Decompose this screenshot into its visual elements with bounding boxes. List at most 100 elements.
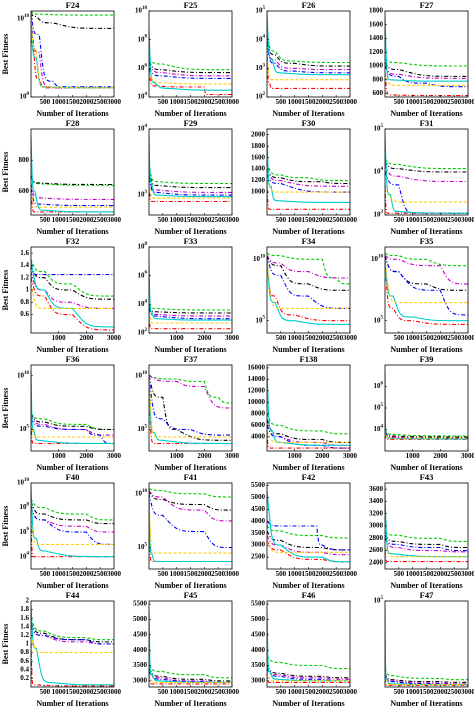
series-line (385, 252, 468, 267)
series-line (385, 259, 468, 304)
x-tick-label: 3000 (343, 334, 358, 342)
series-line (149, 305, 232, 314)
chart-title: F30 (302, 118, 316, 128)
series-line (385, 678, 468, 686)
y-tick-label: 5500 (251, 600, 266, 608)
chart-svg: 1010 108 106 104 500 1000 1500 2000 2500 3000 F40 N… (1, 472, 122, 590)
series-line (267, 430, 350, 443)
x-tick-label: 1000 (406, 334, 421, 342)
series-line (31, 12, 114, 88)
y-tick-label: 600 (19, 187, 30, 195)
y-tick-label: 1010 (17, 14, 30, 22)
x-tick-label: 3000 (343, 688, 358, 696)
y-tick-label: 1400 (369, 34, 384, 42)
y-tick-label: 106 (374, 382, 384, 390)
x-tick-label: 500 (276, 334, 287, 342)
series-line (149, 311, 232, 324)
x-tick-label: 2000 (197, 688, 212, 696)
x-tick-label: 500 (276, 688, 287, 696)
x-axis-label: Number of Iterations (154, 463, 226, 472)
y-tick-label: 5000 (251, 615, 266, 623)
x-axis-label: Number of Iterations (36, 227, 108, 236)
x-tick-label: 2000 (79, 452, 94, 460)
plot-area (31, 483, 114, 569)
y-tick-label: 1.2 (20, 273, 29, 281)
series-line (31, 259, 114, 328)
chart-svg: 21.81.61.41.210.80.60.40.2 500 1000 1500 200… (1, 590, 122, 708)
x-tick-label: 3000 (461, 452, 474, 460)
y-tick-label: 1.4 (20, 261, 29, 269)
series-line (267, 252, 350, 285)
series-line (267, 671, 350, 683)
x-tick-label: 3000 (107, 570, 122, 578)
chart-svg: 1010 108 106 104 500 1000 1500 2000 2500 3000 F25 N… (135, 0, 240, 118)
y-tick-label: 105 (20, 425, 30, 433)
series-line (149, 493, 232, 549)
chart-panel: 1010 105 500 1000 1500 2000 2500 3000 F34 Number … (236, 236, 358, 355)
x-axis-label: Number of Iterations (36, 109, 108, 118)
series-line (385, 160, 468, 173)
chart-title: F31 (420, 118, 434, 128)
series-line (149, 375, 232, 438)
y-axis-label: Best Fitness (1, 624, 10, 665)
x-tick-label: 3000 (461, 688, 474, 696)
x-tick-label: 1000 (288, 570, 303, 578)
series-line (267, 540, 350, 553)
x-tick-label: 1000 (170, 688, 185, 696)
y-tick-label: 103 (374, 210, 384, 218)
x-axis-label: Number of Iterations (154, 227, 226, 236)
series-line (31, 12, 114, 89)
x-tick-label: 1000 (52, 688, 67, 696)
x-tick-label: 2000 (315, 688, 330, 696)
chart-svg: 106 105 104 1000 2000 3000 F39 Number of Iterat… (374, 354, 474, 472)
x-tick-label: 1500 (420, 688, 435, 696)
series-line (385, 673, 468, 685)
x-tick-label: 1000 (170, 452, 185, 460)
y-tick-label: 3000 (251, 676, 266, 684)
plot-area (149, 11, 232, 97)
y-tick-label: 1010 (17, 478, 30, 486)
x-tick-label: 500 (158, 98, 169, 106)
chart-title: F47 (420, 590, 434, 600)
series-line (31, 626, 114, 645)
x-tick-label: 3000 (461, 570, 474, 578)
y-tick-label: 16000 (248, 363, 266, 371)
x-tick-label: 1000 (406, 688, 421, 696)
x-tick-label: 1000 (170, 98, 185, 106)
series-line (149, 493, 232, 554)
chart-panel: 104 103 500 1000 1500 2000 2500 3000 F29 Number o… (118, 118, 240, 237)
y-tick-label: 5500 (133, 600, 148, 608)
x-tick-label: 2000 (79, 216, 94, 224)
x-tick-label: 2000 (315, 334, 330, 342)
series-line (149, 183, 232, 199)
x-tick-label: 1000 (406, 570, 421, 578)
x-tick-label: 2500 (329, 216, 344, 224)
series-line (31, 175, 114, 186)
chart-svg: 1010 105 500 1000 1500 2000 2500 3000 F34 Number … (253, 236, 358, 354)
chart-panel: 1.6 1.4 1.2 1 0.8 0.6 1000 2000 3000 F32 Number of… (0, 236, 122, 355)
chart-panel: 1010 105 1000 2000 3000 F36 Number of Iteratio… (0, 354, 122, 473)
chart-panel: 1010 105 1000 2000 3000 F37 Number of Iteratio… (118, 354, 240, 473)
x-tick-label: 1500 (184, 216, 199, 224)
y-tick-label: 100 (20, 92, 30, 100)
x-tick-label: 2000 (79, 98, 94, 106)
series-line (267, 180, 350, 210)
x-tick-label: 2000 (197, 452, 212, 460)
chart-panel: 106 105 104 1000 2000 3000 F39 Number of Iterat… (354, 354, 474, 473)
x-tick-label: 2500 (93, 570, 108, 578)
series-line (267, 535, 350, 556)
y-tick-label: 0.8 (20, 298, 29, 306)
x-tick-label: 1500 (66, 216, 81, 224)
x-tick-label: 500 (394, 216, 405, 224)
x-tick-label: 1000 (288, 688, 303, 696)
x-tick-label: 3000 (107, 334, 122, 342)
chart-panel: 5500 5000 4500 4000 3500 3000 2500 500 1000 1500 2… (236, 472, 358, 591)
y-tick-label: 1010 (135, 489, 148, 497)
chart-svg: 105 104 103 102 500 1000 1500 2000 2500 3000 F26 Nu… (256, 0, 358, 118)
y-tick-label: 103 (256, 63, 266, 71)
y-tick-label: 1010 (17, 371, 30, 379)
x-tick-label: 2000 (79, 334, 94, 342)
x-tick-label: 2000 (79, 688, 94, 696)
chart-title: F45 (184, 590, 198, 600)
